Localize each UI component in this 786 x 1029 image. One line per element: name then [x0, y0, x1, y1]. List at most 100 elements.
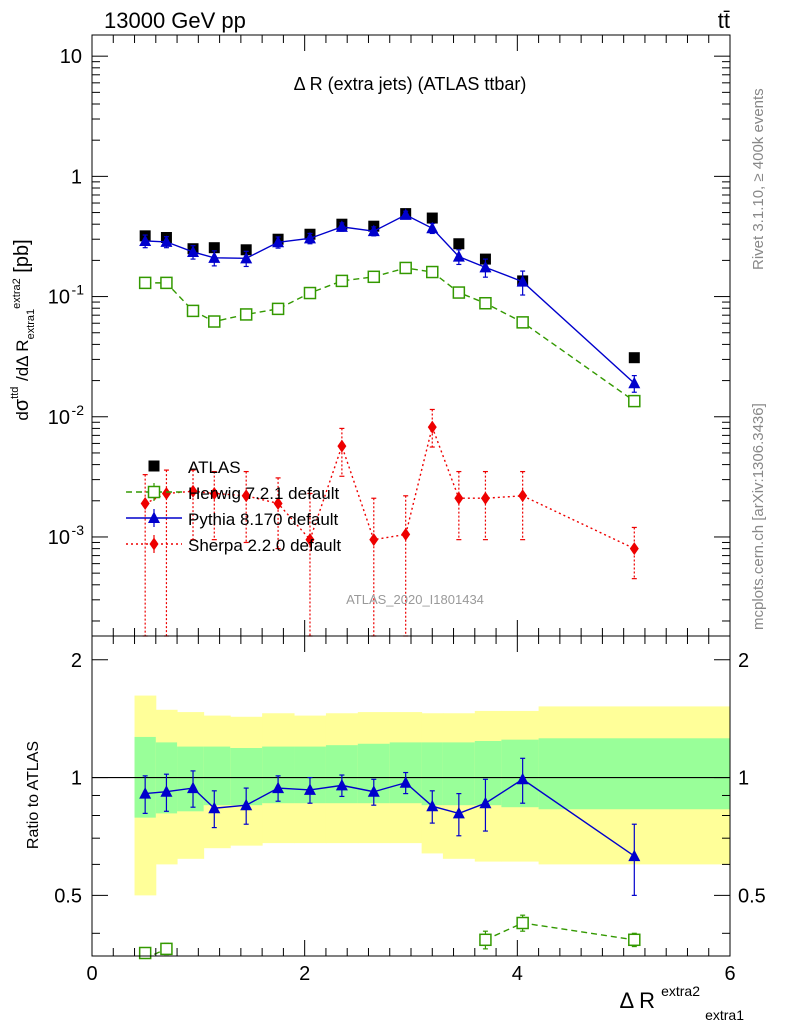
series-line: [145, 267, 635, 402]
ratio-point: [516, 916, 529, 930]
y-tick-label: 10: [48, 407, 70, 429]
process-label: tt̄: [718, 8, 730, 33]
series-pythia: [139, 208, 641, 393]
ratio-y-tick-label-right: 2: [738, 650, 749, 672]
y-axis-title: dσttd /dΔ Rextra1extra2 [pb]: [9, 239, 37, 420]
y-tick-label: 1: [71, 166, 82, 188]
data-point: [209, 486, 219, 500]
energy-label: 13000 GeV pp: [104, 8, 246, 33]
legend-entry-atlas: ATLAS: [148, 458, 241, 477]
data-point: [239, 308, 253, 321]
data-point: [186, 304, 200, 318]
data-point: [138, 276, 152, 290]
legend-entry-pythia: Pythia 8.170 default: [126, 509, 339, 529]
y-tick-label-exp: -2: [72, 402, 85, 418]
ratio-series-line: [485, 922, 635, 941]
ratio-y-tick-label: 2: [71, 650, 82, 672]
ratio-point: [139, 787, 152, 799]
ratio-point: [479, 933, 492, 947]
ratio-y-axis-title: Ratio to ATLAS: [25, 741, 42, 849]
ratio-point: [426, 799, 439, 812]
ratio-plot: 0.5 0.5 1 1 2 2 0 2 4 6 Ratio to ATLAS Δ R extra2…: [25, 635, 766, 1023]
data-point: [303, 286, 317, 300]
series-line: [145, 214, 635, 384]
y-tick-label: 10: [60, 46, 82, 68]
ratio-point: [335, 778, 348, 791]
inner-uncertainty-band: [421, 742, 444, 806]
ratio-point: [628, 849, 641, 862]
side-labels: Rivet 3.1.10, ≥ 400k events mcplots.cern…: [750, 88, 767, 630]
data-point: [516, 316, 529, 329]
ratio-plot-frame: [91, 635, 731, 957]
legend-label: ATLAS: [188, 458, 241, 477]
data-point: [628, 394, 641, 408]
data-point: [453, 238, 465, 250]
y-tick-label: 10: [48, 287, 70, 309]
data-point: [161, 486, 171, 500]
x-axis-title-sup: extra2: [661, 983, 700, 999]
data-point: [188, 484, 198, 498]
data-point: [241, 489, 251, 503]
data-point: [139, 234, 152, 246]
legend-entry-sherpa: Sherpa 2.2.0 default: [126, 535, 341, 555]
data-point: [427, 420, 437, 434]
data-point: [271, 302, 285, 316]
inner-uncertainty-band: [501, 739, 540, 808]
legend-label: Pythia 8.170 default: [188, 510, 339, 529]
ratio-point: [187, 781, 200, 794]
ratio-point: [399, 776, 412, 788]
data-point: [160, 235, 173, 247]
inner-uncertainty-band: [538, 738, 731, 810]
series-herwig: [138, 261, 641, 408]
data-point: [273, 496, 283, 510]
data-point: [452, 250, 465, 262]
x-tick-label: 0: [86, 963, 97, 985]
series-atlas: [139, 208, 640, 364]
legend: ATLAS Herwig 7.2.1 default Pythia 8.170 de…: [126, 458, 341, 555]
data-point: [516, 275, 529, 287]
data-point: [208, 242, 220, 254]
data-point: [367, 224, 380, 237]
data-point: [518, 489, 528, 503]
x-axis-title-base: Δ R: [619, 988, 654, 1013]
y-tick-label-exp: -1: [72, 282, 85, 298]
x-axis-title-sub: extra1: [705, 1007, 744, 1023]
ratio-plot-axes: 0.5 0.5 1 1 2 2 0 2 4 6: [54, 636, 766, 985]
main-plot-title: Δ R (extra jets) (ATLAS ttbar): [294, 74, 527, 94]
data-point: [240, 244, 252, 256]
data-point: [208, 251, 221, 263]
x-tick-label: 2: [299, 963, 310, 985]
x-tick-label: 6: [724, 963, 735, 985]
ratio-point: [138, 946, 152, 960]
ratio-point: [208, 801, 221, 814]
ratio-point: [628, 933, 641, 947]
legend-entry-herwig: Herwig 7.2.1 default: [126, 483, 339, 503]
data-point: [426, 221, 439, 234]
data-point: [426, 265, 439, 279]
data-point: [369, 533, 379, 547]
ratio-point: [160, 942, 173, 956]
watermark: ATLAS_2020_I1801434: [346, 592, 484, 607]
data-point: [479, 260, 492, 273]
ratio-point: [272, 781, 285, 794]
data-point: [628, 352, 640, 364]
ratio-point: [516, 772, 529, 785]
data-point: [208, 315, 221, 328]
y-tick-label: 10: [48, 527, 70, 549]
data-point: [160, 276, 173, 290]
rivet-label: Rivet 3.1.10, ≥ 400k events: [750, 88, 767, 270]
ratio-point: [240, 798, 253, 811]
inner-uncertainty-band: [203, 746, 231, 806]
mcplots-label: mcplots.cern.ch [arXiv:1306.3436]: [750, 403, 767, 630]
x-tick-label: 4: [512, 963, 523, 985]
ratio-point: [367, 785, 380, 797]
inner-uncertainty-band: [177, 746, 205, 812]
data-point: [629, 542, 639, 556]
data-point: [367, 270, 381, 284]
data-point: [399, 208, 412, 220]
data-point: [187, 245, 200, 257]
data-point: [140, 496, 150, 510]
ratio-y-tick-label-right: 1: [738, 768, 749, 790]
data-point: [272, 235, 285, 248]
